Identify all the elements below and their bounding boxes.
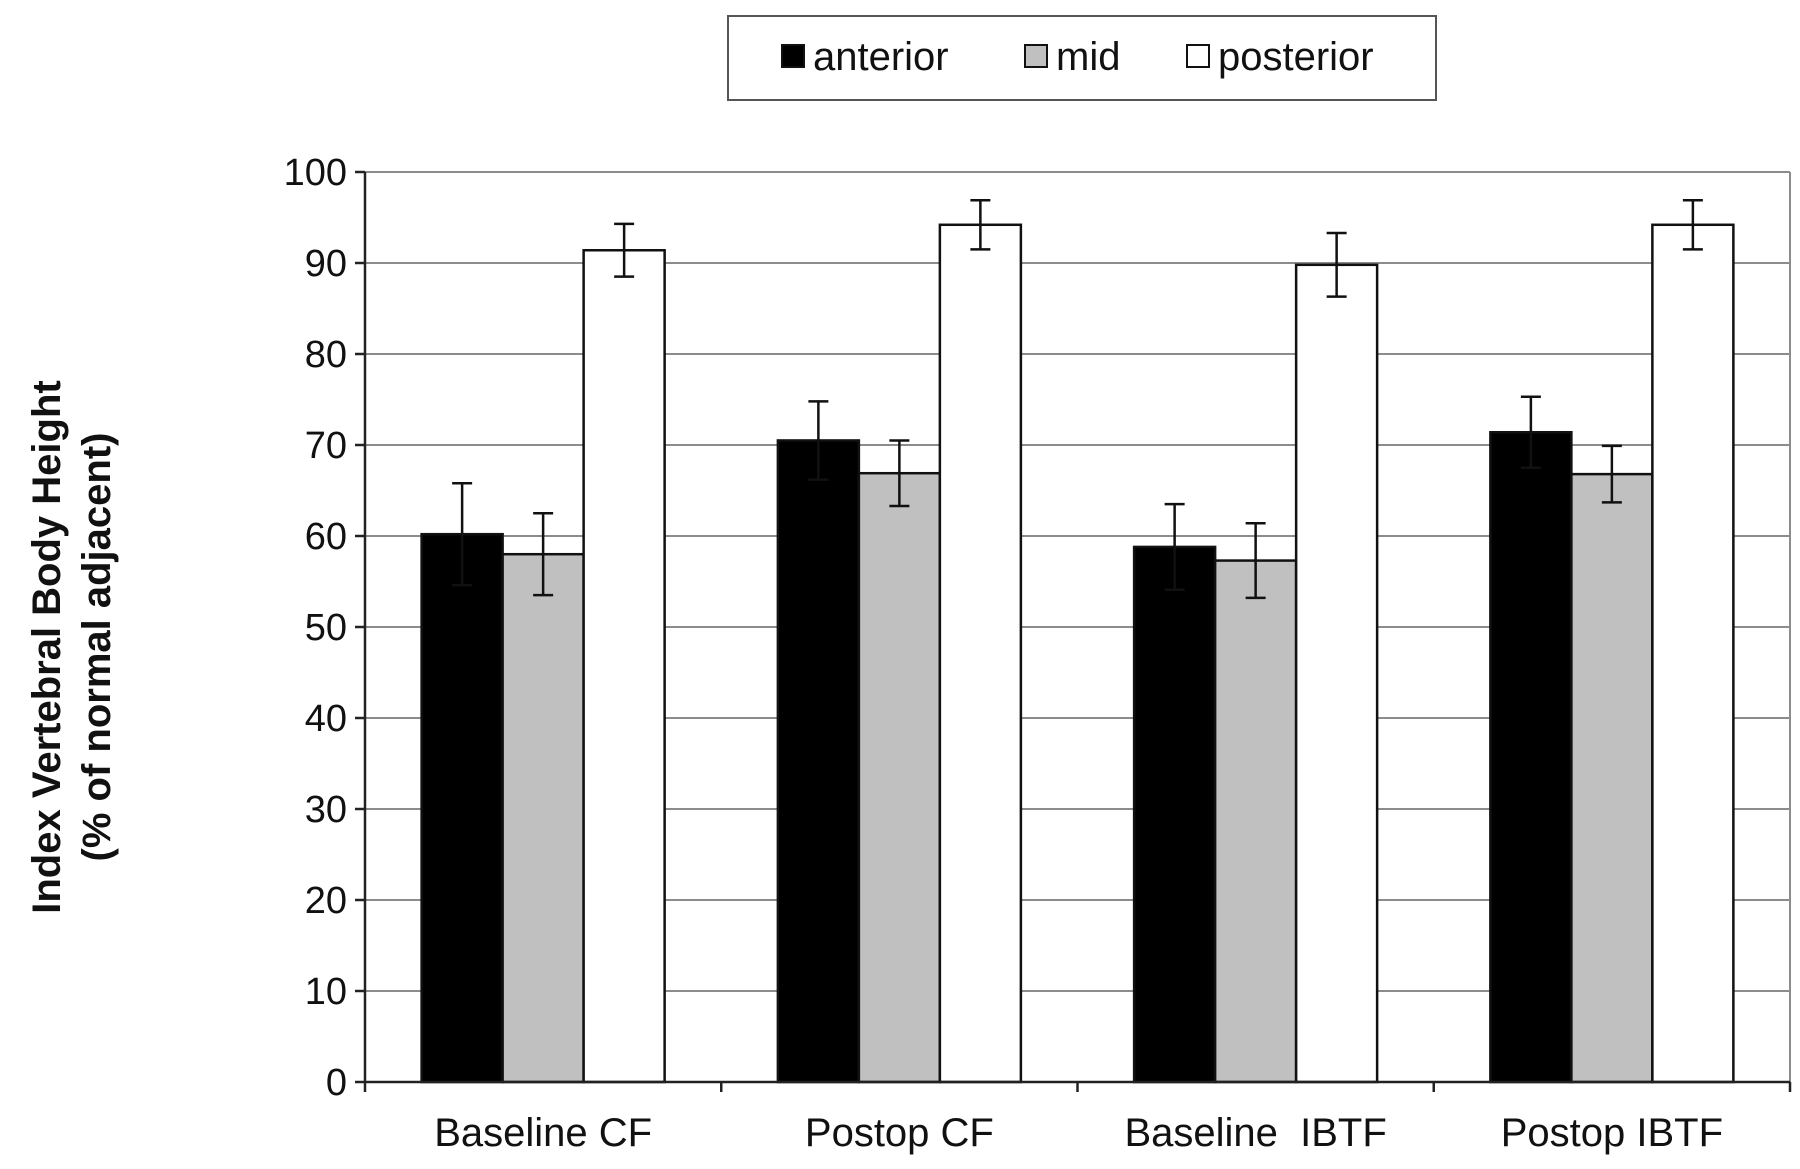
- bar-posterior: [1651, 223, 1735, 1084]
- y-tick-label: 60: [305, 516, 347, 558]
- bars: [420, 223, 1735, 1084]
- legend-swatch-anterior: [781, 44, 805, 68]
- y-tick-labels: 0 10 20 30 40 50 60 70 80 90 100: [284, 152, 347, 1104]
- error-bars: [452, 198, 1703, 600]
- x-category-label: Postop IBTF: [1501, 1111, 1723, 1155]
- bar-anterior: [1489, 431, 1573, 1084]
- y-axis-title-line: (% of normal adjacent): [75, 433, 119, 862]
- x-category-label: Baseline IBTF: [1124, 1111, 1386, 1155]
- legend-swatch-posterior: [1186, 44, 1210, 68]
- y-tick-label: 50: [305, 607, 347, 649]
- y-tick-label: 80: [305, 334, 347, 376]
- legend-swatch-mid: [1024, 44, 1048, 68]
- bar-posterior: [938, 223, 1023, 1084]
- bar-anterior: [420, 532, 504, 1084]
- bar-mid: [501, 552, 585, 1084]
- bar-mid: [857, 471, 942, 1084]
- bar-posterior: [1294, 263, 1379, 1084]
- y-tick-label: 30: [305, 789, 347, 831]
- y-tick-label: 90: [305, 243, 347, 285]
- y-tick-label: 40: [305, 698, 347, 740]
- bar-anterior: [776, 439, 861, 1084]
- legend-label-posterior: posterior: [1218, 35, 1374, 79]
- x-category-label: Postop CF: [805, 1111, 994, 1155]
- x-category-label: Baseline CF: [434, 1111, 652, 1155]
- y-axis-title-line: Index Vertebral Body Height: [25, 380, 69, 913]
- bar-mid: [1570, 472, 1654, 1084]
- legend-label-anterior: anterior: [813, 35, 949, 79]
- legend-label-mid: mid: [1056, 35, 1120, 79]
- legend-box: [727, 15, 1437, 101]
- y-axis-title: Index Vertebral Body Height (% of normal …: [25, 380, 119, 913]
- y-tick-label: 100: [284, 152, 347, 194]
- y-tick-label: 70: [305, 425, 347, 467]
- bar-mid: [1213, 559, 1298, 1084]
- y-tick-label: 10: [305, 971, 347, 1013]
- x-category-labels: Baseline CF Postop CF Baseline IBTF Postop …: [434, 1111, 1723, 1155]
- bar-anterior: [1132, 545, 1217, 1084]
- axes: [355, 170, 1792, 1092]
- y-tick-label: 20: [305, 880, 347, 922]
- bar-posterior: [582, 249, 666, 1084]
- legend: anterior mid posterior: [727, 15, 1437, 101]
- y-tick-label: 0: [326, 1062, 347, 1104]
